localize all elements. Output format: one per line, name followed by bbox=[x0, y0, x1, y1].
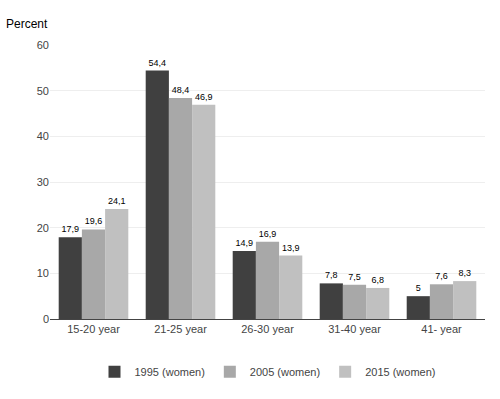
svg-text:6,8: 6,8 bbox=[371, 275, 384, 285]
svg-text:10: 10 bbox=[37, 267, 49, 279]
svg-text:7,8: 7,8 bbox=[325, 270, 338, 280]
svg-text:46,9: 46,9 bbox=[195, 92, 213, 102]
svg-text:19,6: 19,6 bbox=[85, 216, 103, 226]
svg-text:16,9: 16,9 bbox=[259, 229, 277, 239]
svg-text:50: 50 bbox=[37, 85, 49, 97]
svg-text:2005 (women): 2005 (women) bbox=[250, 366, 320, 378]
svg-text:17,9: 17,9 bbox=[62, 224, 80, 234]
svg-text:0: 0 bbox=[43, 313, 49, 325]
svg-text:20: 20 bbox=[37, 222, 49, 234]
svg-text:21-25 year: 21-25 year bbox=[154, 323, 207, 335]
svg-text:41- year: 41- year bbox=[421, 323, 462, 335]
svg-text:26-30 year: 26-30 year bbox=[241, 323, 294, 335]
svg-text:14,9: 14,9 bbox=[236, 238, 254, 248]
svg-text:13,9: 13,9 bbox=[282, 243, 300, 253]
svg-text:60: 60 bbox=[37, 39, 49, 51]
svg-text:30: 30 bbox=[37, 176, 49, 188]
svg-text:40: 40 bbox=[37, 130, 49, 142]
svg-text:48,4: 48,4 bbox=[172, 85, 190, 95]
svg-text:1995 (women): 1995 (women) bbox=[135, 366, 205, 378]
svg-text:24,1: 24,1 bbox=[108, 196, 126, 206]
svg-text:2015 (women): 2015 (women) bbox=[365, 366, 435, 378]
svg-text:15-20 year: 15-20 year bbox=[67, 323, 120, 335]
svg-text:5: 5 bbox=[416, 283, 421, 293]
svg-text:31-40 year: 31-40 year bbox=[328, 323, 381, 335]
svg-text:8,3: 8,3 bbox=[458, 268, 471, 278]
svg-text:Percent: Percent bbox=[6, 17, 48, 31]
svg-text:7,5: 7,5 bbox=[348, 272, 361, 282]
svg-text:54,4: 54,4 bbox=[149, 58, 167, 68]
svg-text:7,6: 7,6 bbox=[435, 271, 448, 281]
